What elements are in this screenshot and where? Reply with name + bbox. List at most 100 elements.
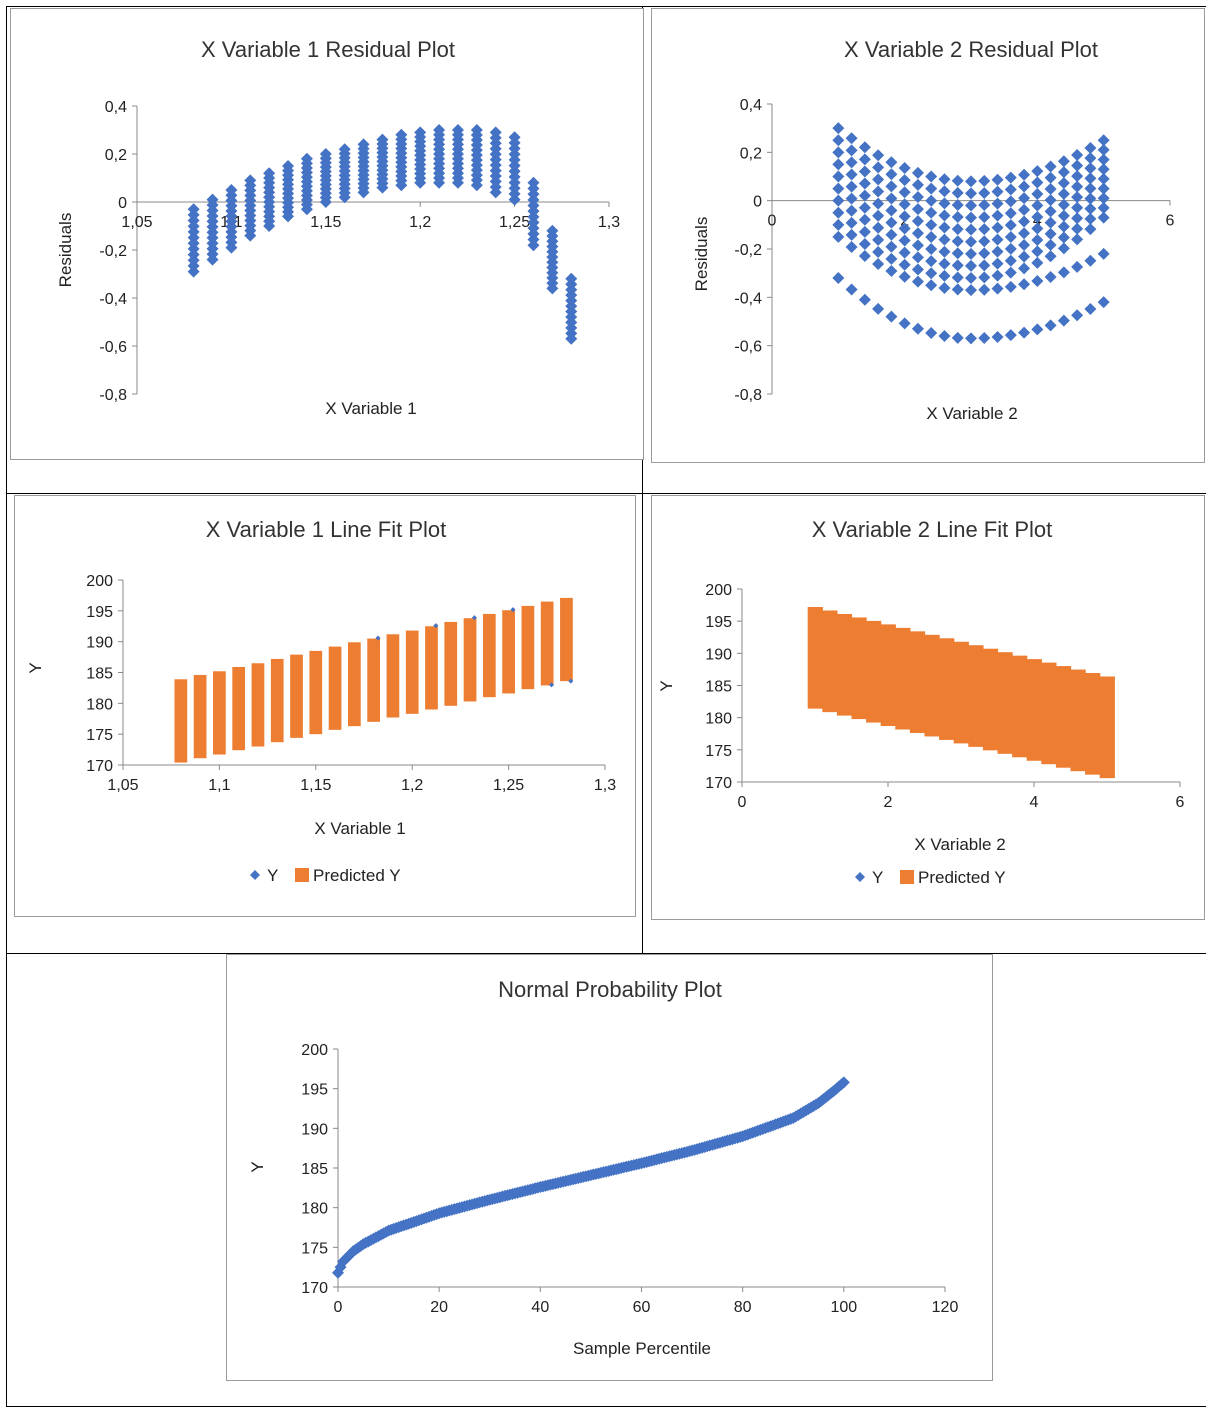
c2-point [885,310,898,323]
c2-point [1071,149,1084,162]
c3-bar [347,642,361,727]
c3-y-tick-label: 180 [86,696,113,713]
c2-point [858,250,871,263]
c1-x-axis-label: X Variable 1 [325,399,416,418]
c2-point [898,317,911,330]
c1-point [206,193,219,206]
c5-x-tick-label: 20 [430,1299,448,1316]
chart-residual-plot-2: X Variable 2 Residual Plot X Variable 2 Re… [651,8,1205,463]
c2-point [1004,230,1017,243]
c2-point [938,197,951,210]
c4-bar [968,645,984,747]
c2-point [938,245,951,258]
c2-y-tick-label: -0,2 [734,242,762,259]
c2-point [872,149,885,162]
c2-point [911,178,924,191]
c2-point [1044,171,1057,184]
c3-bar [444,621,458,706]
c4-bar [953,641,969,744]
c2-point [951,235,964,248]
c5-y-axis-label: Y [248,1161,267,1172]
c2-x-tick-label: 6 [1166,213,1175,230]
c2-point [938,221,951,234]
c2-point [1004,171,1017,184]
chart-residual-plot-1: X Variable 1 Residual Plot X Variable 1 Re… [10,8,644,460]
c4-y-tick-label: 200 [705,582,732,599]
c2-point [978,332,991,345]
c2-point [845,144,858,157]
c5-x-axis-label: Sample Percentile [573,1339,711,1358]
c4-bar [880,624,896,727]
c2-point [1057,177,1070,190]
c2-point [1044,239,1057,252]
c4-x-tick-label: 0 [738,794,747,811]
c2-point [925,170,938,183]
c2-point [965,199,977,212]
c2-point [1031,323,1044,336]
c2-point [925,230,938,243]
c2-point [1071,201,1084,214]
c3-y-tick-label: 195 [86,604,113,621]
c2-point [832,206,845,219]
c2-point [965,211,977,224]
c2-point [938,185,951,198]
c2-point [845,132,858,145]
c2-y-tick-label: 0,2 [740,145,762,162]
c5-x-tick-label: 0 [334,1299,343,1316]
c3-y-axis-label: Y [26,662,45,673]
chart-line-fit-2: X Variable 2 Line Fit Plot X Variable 2 Y 2… [651,495,1205,920]
c2-point [1084,152,1097,165]
c2-point [845,228,858,241]
c2-point [951,271,964,284]
c2-point [965,223,977,236]
c4-y-tick-label: 170 [705,775,732,792]
c2-point [1018,203,1031,216]
c2-point [1018,180,1031,193]
c5-x-tick-label: 40 [531,1299,549,1316]
c5-title: Normal Probability Plot [498,977,722,1002]
c5-y-tick-label: 200 [301,1042,328,1059]
c2-point [978,283,991,296]
c4-bar [1026,659,1042,761]
c2-point [938,209,951,222]
c2-point [872,173,885,186]
c3-y-tick-label: 170 [86,758,113,775]
c3-y-tick-label: 190 [86,635,113,652]
c2-point [885,252,898,265]
c3-y-tick-label: 185 [86,666,113,683]
c1-point [546,224,559,237]
c4-bar [997,652,1013,754]
c2-point [965,175,977,188]
c2-point [911,215,924,228]
c2-point [1084,303,1097,316]
c2-point [845,180,858,193]
c2-point [925,279,938,292]
c3-bar [482,613,496,698]
c2-point [1044,319,1057,332]
c2-point [1057,220,1070,233]
c2-point [858,189,871,202]
c4-legend-label-predicted: Predicted Y [918,868,1006,887]
c4-title: X Variable 2 Line Fit Plot [812,517,1053,542]
c2-point [1044,250,1057,263]
c1-point [319,148,332,160]
c2-point [991,282,1004,295]
c5-y-tick-label: 180 [301,1201,328,1218]
c2-point [1018,278,1031,291]
c3-point [433,623,439,629]
c2-point [872,258,885,271]
c5-x-tick-label: 100 [830,1299,857,1316]
c2-point [885,180,898,193]
c2-point [1071,222,1084,235]
c2-point [911,203,924,216]
c2-point [1031,199,1044,212]
c4-x-axis-label: X Variable 2 [914,835,1005,854]
c2-point [1097,192,1110,205]
c1-point [376,133,389,146]
c2-point [1057,155,1070,168]
c2-point [938,173,951,186]
c2-point [1004,195,1017,208]
c2-point [832,170,845,183]
c2-point [832,146,845,159]
c3-point [471,615,477,621]
